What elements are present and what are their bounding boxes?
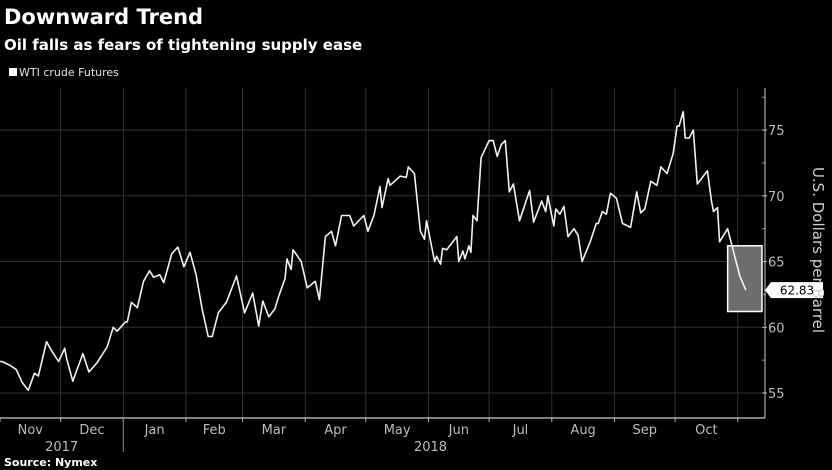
x-tick-label: Feb bbox=[203, 423, 226, 438]
callout-shape bbox=[765, 282, 823, 299]
last-value-label: 62.83 bbox=[780, 284, 814, 298]
x-tick-label: Jan bbox=[144, 423, 165, 438]
x-tick-label: May bbox=[384, 423, 411, 438]
x-year-label: 2017 bbox=[45, 440, 78, 455]
y-tick-label: 70 bbox=[768, 190, 785, 205]
y-tick-label: 75 bbox=[768, 124, 785, 139]
x-tick-label: Jun bbox=[448, 423, 469, 438]
y-tick-label: 55 bbox=[768, 387, 785, 402]
x-tick-label: Nov bbox=[18, 423, 44, 438]
y-tick-label: 65 bbox=[768, 256, 785, 271]
x-tick-label: Aug bbox=[570, 423, 595, 438]
legend-swatch bbox=[9, 68, 17, 76]
axes: 55 60 65 70 75 Nov Dec Jan Feb Mar Apr May Jun Jul Aug… bbox=[0, 88, 785, 455]
x-tick-label: Oct bbox=[695, 423, 717, 438]
highlight-group bbox=[726, 245, 763, 313]
x-tick-label: Jul bbox=[512, 423, 529, 438]
x-tick-label: Dec bbox=[79, 423, 104, 438]
series-line-wti bbox=[0, 110, 747, 392]
x-tick-label: Sep bbox=[633, 423, 658, 438]
x-tick-label: Apr bbox=[324, 423, 347, 438]
highlight-box bbox=[726, 245, 763, 313]
x-tick-label: Mar bbox=[262, 423, 287, 438]
chart-title: Downward Trend bbox=[4, 5, 203, 29]
gridlines bbox=[0, 88, 762, 418]
chart-subtitle: Oil falls as fears of tightening supply … bbox=[4, 36, 362, 54]
source-note: Source: Nymex bbox=[4, 456, 97, 469]
x-year-label: 2018 bbox=[414, 440, 447, 455]
legend-label: WTI crude Futures bbox=[19, 66, 119, 79]
last-value-callout: 62.83 bbox=[765, 282, 823, 299]
y-axis-title: U.S. Dollars per Barrel bbox=[809, 167, 827, 333]
y-tick-label: 60 bbox=[768, 321, 785, 336]
